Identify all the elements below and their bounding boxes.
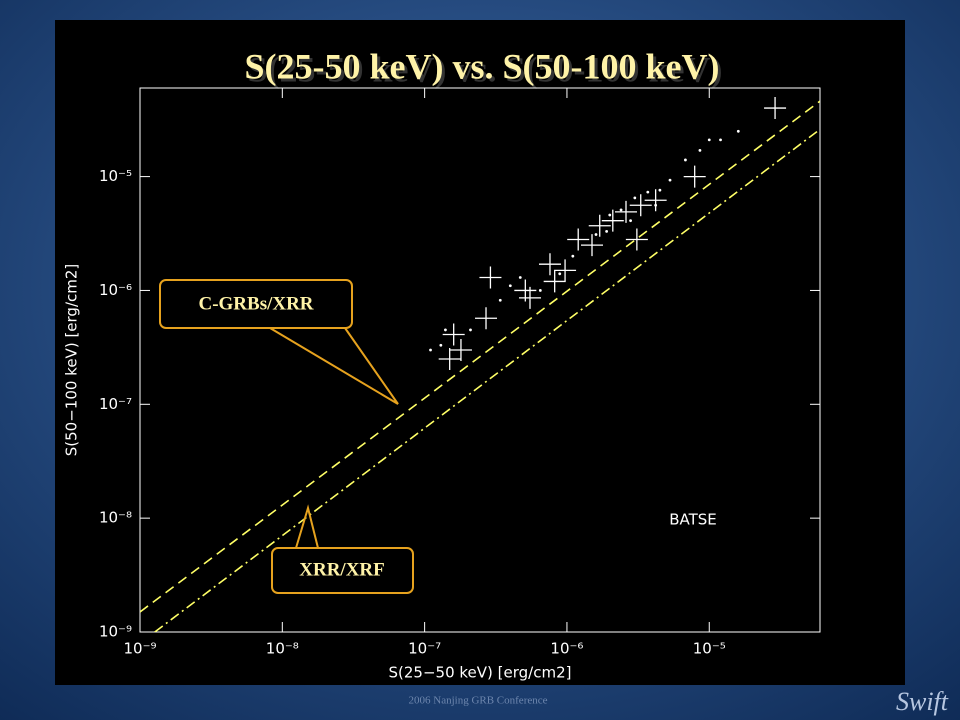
data-point — [658, 188, 662, 192]
data-point — [608, 213, 612, 217]
data-point — [469, 328, 472, 332]
annotation: BATSE — [669, 511, 717, 529]
x-tick-label: 10⁻⁶ — [550, 640, 583, 658]
data-point — [698, 148, 702, 152]
data-point — [619, 208, 623, 212]
logo: Swift — [896, 687, 949, 716]
x-tick-label: 10⁻⁹ — [123, 640, 156, 658]
data-point — [633, 196, 637, 200]
data-point — [719, 138, 722, 142]
callout-box — [159, 279, 353, 329]
fit-line — [154, 128, 820, 632]
data-point — [764, 97, 787, 120]
data-point — [571, 254, 575, 258]
plot-area — [140, 97, 820, 632]
data-point — [543, 270, 566, 293]
data-point — [629, 219, 632, 223]
y-tick-label: 10⁻⁵ — [99, 167, 132, 185]
data-point — [538, 253, 561, 276]
data-point — [684, 158, 687, 162]
data-point — [442, 323, 465, 346]
data-point — [707, 138, 711, 142]
data-point — [518, 286, 541, 309]
x-tick-label: 10⁻⁵ — [693, 640, 726, 658]
data-point — [668, 178, 672, 182]
chart-title: S(25-50 keV) vs. S(50-100 keV) — [245, 46, 720, 86]
fit-line — [140, 100, 820, 613]
data-point — [558, 272, 562, 276]
callout-pointer — [269, 327, 399, 405]
data-point — [601, 209, 624, 232]
callout-pointer — [295, 504, 319, 549]
data-point — [479, 266, 502, 289]
data-point — [594, 233, 598, 236]
data-point — [567, 228, 590, 251]
y-tick-label: 10⁻⁷ — [99, 395, 132, 413]
x-tick-label: 10⁻⁸ — [266, 640, 299, 658]
data-point — [629, 194, 652, 217]
footer-text: 2006 Nanjing GRB Conference — [409, 695, 548, 707]
data-point — [654, 203, 658, 207]
data-point — [615, 200, 637, 223]
callout-text: XRR/XRF — [299, 559, 385, 580]
data-point — [508, 284, 512, 288]
data-point — [581, 234, 604, 257]
data-point — [683, 165, 706, 188]
data-point — [605, 230, 609, 233]
data-point — [498, 298, 502, 302]
title-shadow: S(25-50 keV) vs. S(50-100 keV) — [248, 49, 723, 89]
data-point — [644, 189, 667, 212]
data-point — [554, 259, 577, 282]
data-point — [475, 307, 498, 330]
data-point — [449, 338, 472, 361]
y-tick-label: 10⁻⁸ — [99, 509, 132, 527]
y-tick-label: 10⁻⁹ — [99, 623, 132, 641]
plot-panel — [55, 20, 905, 685]
data-point — [429, 348, 432, 352]
data-point — [444, 328, 447, 332]
data-point — [736, 129, 740, 133]
data-point — [518, 276, 522, 279]
data-point — [538, 289, 542, 292]
callout-text: C-GRBs/XRR — [198, 293, 313, 314]
data-point — [625, 228, 648, 251]
plot-frame — [139, 87, 821, 633]
callout-box — [271, 547, 414, 594]
data-point — [439, 343, 443, 347]
data-point — [438, 347, 461, 370]
y-tick-label: 10⁻⁶ — [99, 281, 132, 299]
data-point — [588, 214, 611, 237]
y-axis-label: S(50−100 keV) [erg/cm2] — [63, 264, 81, 457]
x-tick-label: 10⁻⁷ — [408, 640, 441, 658]
x-axis-label: S(25−50 keV) [erg/cm2] — [389, 664, 572, 682]
data-point — [646, 190, 650, 194]
